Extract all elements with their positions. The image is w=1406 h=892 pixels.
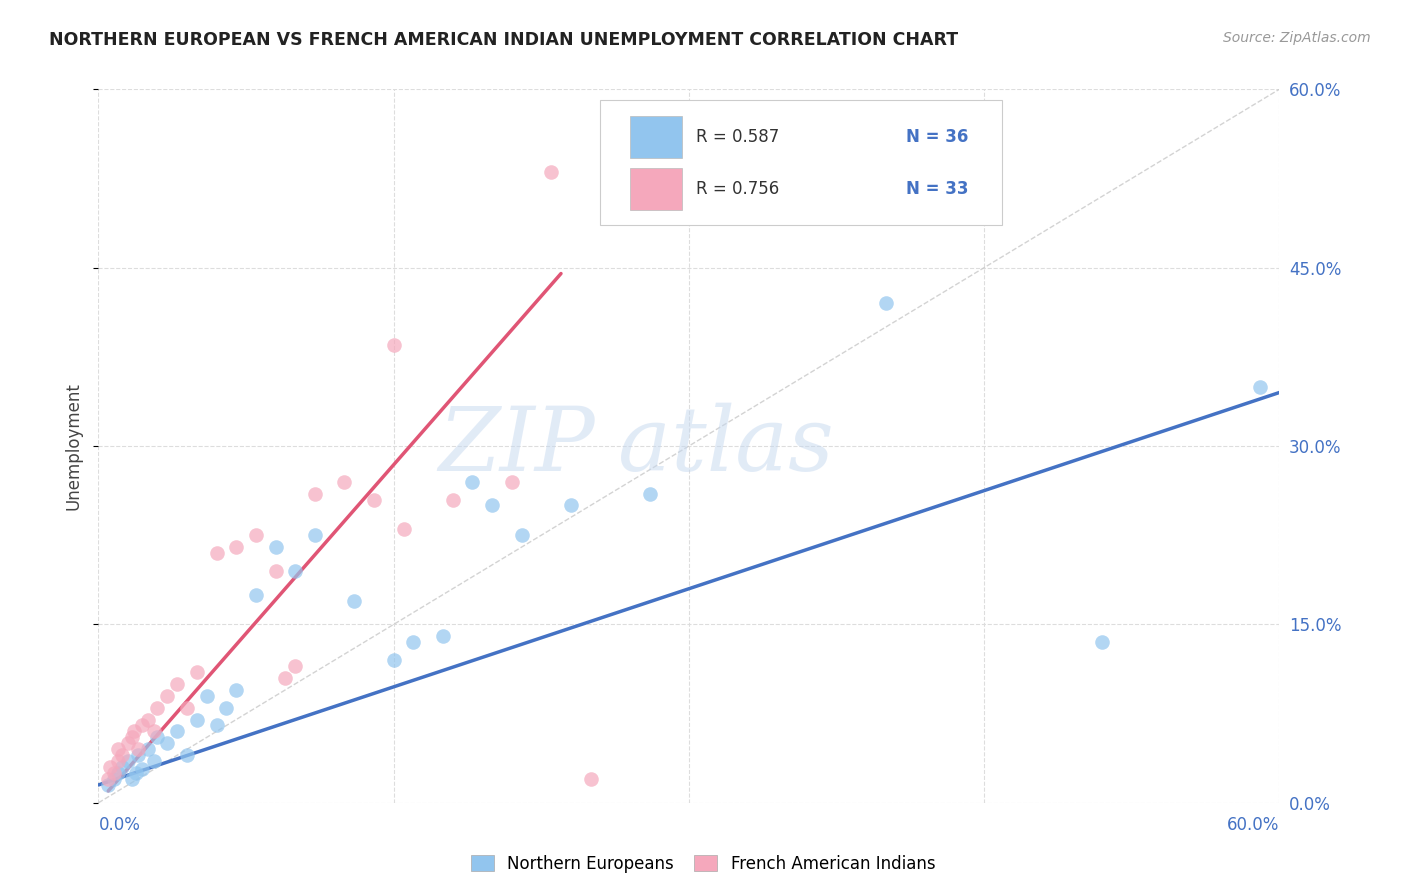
Point [117, 754, 139, 768]
Text: ZIP: ZIP [437, 402, 595, 490]
Point [304, 528, 326, 542]
Point [343, 593, 366, 607]
Point [264, 540, 287, 554]
Text: Source: ZipAtlas.com: Source: ZipAtlas.com [1223, 31, 1371, 45]
Point [205, 546, 228, 560]
Point [122, 724, 145, 739]
Point [875, 296, 897, 310]
Point [121, 731, 143, 745]
Point [142, 754, 165, 768]
Point [402, 635, 425, 649]
Point [461, 475, 484, 489]
Point [186, 665, 208, 679]
Point [382, 653, 405, 667]
Point [441, 492, 464, 507]
Point [382, 338, 405, 352]
Point [432, 629, 454, 643]
Point [156, 689, 179, 703]
Point [111, 760, 134, 774]
Point [136, 742, 159, 756]
Point [97, 772, 120, 786]
Point [579, 772, 602, 786]
Point [1249, 379, 1271, 393]
Point [127, 742, 149, 756]
Point [107, 754, 129, 768]
Text: atlas: atlas [619, 402, 834, 490]
Point [97, 778, 120, 792]
Point [501, 475, 523, 489]
Point [333, 475, 356, 489]
Point [560, 499, 582, 513]
Text: N = 36: N = 36 [907, 128, 969, 146]
Text: 0.0%: 0.0% [98, 816, 141, 834]
Text: R = 0.587: R = 0.587 [696, 128, 779, 146]
Point [166, 677, 188, 691]
Point [111, 748, 134, 763]
Text: R = 0.756: R = 0.756 [696, 180, 779, 198]
Point [284, 659, 307, 673]
Point [131, 763, 153, 777]
Point [215, 700, 238, 714]
Point [363, 492, 385, 507]
Point [245, 528, 267, 542]
Text: NORTHERN EUROPEAN VS FRENCH AMERICAN INDIAN UNEMPLOYMENT CORRELATION CHART: NORTHERN EUROPEAN VS FRENCH AMERICAN IND… [49, 31, 959, 49]
Point [125, 766, 148, 780]
Point [176, 748, 198, 763]
Point [107, 766, 129, 780]
FancyBboxPatch shape [600, 100, 1002, 225]
Point [121, 772, 143, 786]
Text: 60.0%: 60.0% [1227, 816, 1279, 834]
Point [156, 736, 179, 750]
Point [117, 736, 139, 750]
Point [176, 700, 198, 714]
Point [205, 718, 228, 732]
Point [245, 588, 267, 602]
Point [107, 742, 129, 756]
Point [166, 724, 188, 739]
Point [481, 499, 503, 513]
Legend: Northern Europeans, French American Indians: Northern Europeans, French American Indi… [464, 848, 942, 880]
Point [304, 486, 326, 500]
Point [131, 718, 153, 732]
Point [98, 760, 121, 774]
Point [103, 766, 125, 780]
Point [186, 713, 208, 727]
Text: N = 33: N = 33 [907, 180, 969, 198]
Point [638, 486, 661, 500]
Point [195, 689, 218, 703]
Point [225, 540, 247, 554]
Point [146, 700, 169, 714]
Point [510, 528, 533, 542]
Point [146, 731, 169, 745]
FancyBboxPatch shape [630, 169, 682, 210]
Point [540, 165, 562, 179]
Point [264, 564, 287, 578]
Point [136, 713, 159, 727]
Point [142, 724, 165, 739]
Point [284, 564, 307, 578]
Point [103, 772, 125, 786]
Point [127, 748, 149, 763]
Point [225, 682, 247, 697]
FancyBboxPatch shape [630, 116, 682, 158]
Y-axis label: Unemployment: Unemployment [65, 382, 83, 510]
Point [392, 522, 415, 536]
Point [274, 671, 297, 685]
Point [1091, 635, 1114, 649]
